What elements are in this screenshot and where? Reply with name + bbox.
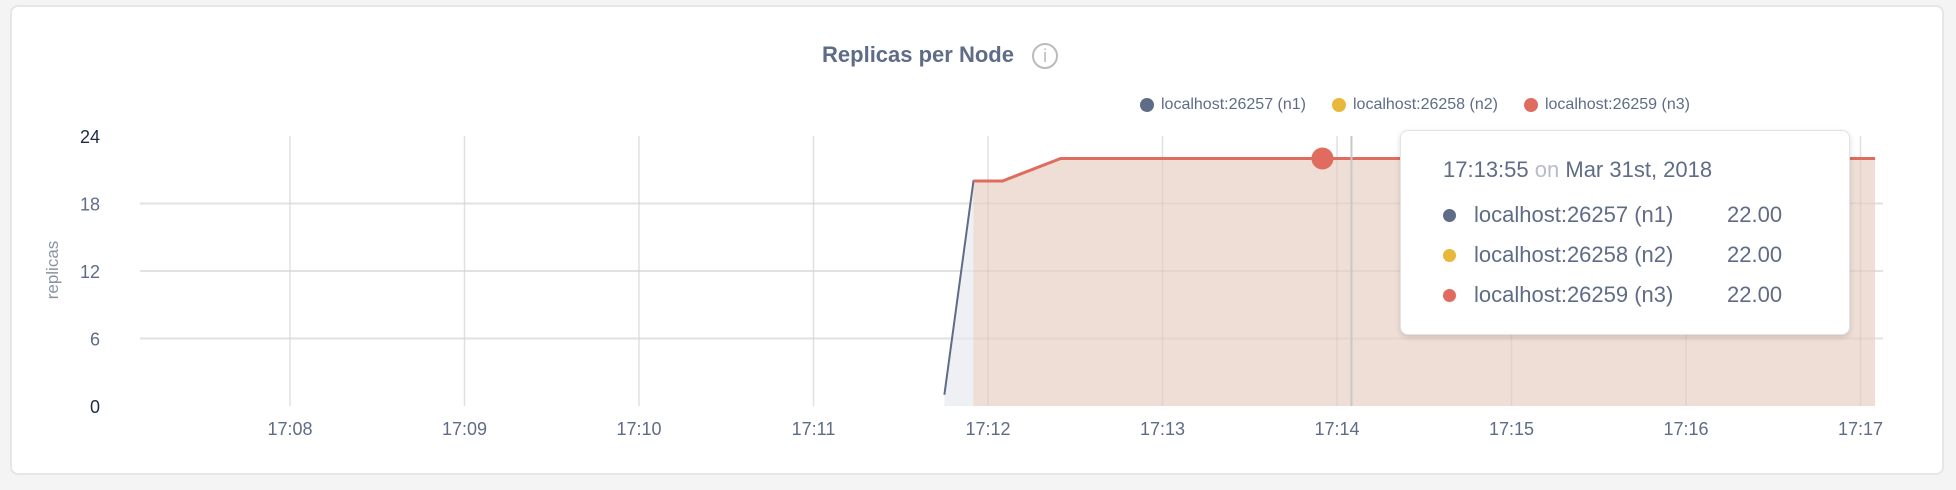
chart-title-text: Replicas per Node xyxy=(822,42,1014,67)
series-dot xyxy=(1443,288,1456,302)
y-tick-label: 18 xyxy=(80,195,100,215)
tooltip-on: on xyxy=(1534,157,1560,182)
series-dot xyxy=(1443,248,1456,262)
y-tick-label: 6 xyxy=(90,330,100,350)
x-tick-label: 17:17 xyxy=(1838,419,1883,439)
tooltip-row: localhost:26258 (n2) 22.00 xyxy=(1443,235,1849,275)
y-tick-label: 12 xyxy=(80,262,100,282)
legend-dot xyxy=(1331,98,1346,112)
tooltip-series-name: localhost:26258 (n2) xyxy=(1474,242,1674,267)
y-axis-label: replicas xyxy=(43,240,62,300)
legend-item-n3[interactable]: localhost:26259 (n3) xyxy=(1523,96,1690,114)
x-tick-label: 17:16 xyxy=(1663,419,1708,439)
tooltip-series-name: localhost:26259 (n3) xyxy=(1474,282,1674,307)
tooltip-row: localhost:26257 (n1) 22.00 xyxy=(1443,195,1849,235)
tooltip-row: localhost:26259 (n3) 22.00 xyxy=(1443,275,1849,315)
chart-title: Replicas per Node i xyxy=(0,42,1880,70)
tooltip-value: 22.00 xyxy=(1727,202,1783,227)
legend: localhost:26257 (n1) localhost:26258 (n2… xyxy=(1140,96,1690,114)
series-dot xyxy=(1443,208,1456,222)
legend-item-n2[interactable]: localhost:26258 (n2) xyxy=(1331,96,1498,114)
hover-tooltip: 17:13:55 on Mar 31st, 2018 localhost:262… xyxy=(1400,130,1850,335)
tooltip-value: 22.00 xyxy=(1727,242,1783,267)
tooltip-value: 22.00 xyxy=(1727,282,1783,307)
legend-dot xyxy=(1140,98,1154,112)
hover-marker xyxy=(1311,147,1334,170)
tooltip-time: 17:13:55 xyxy=(1443,157,1529,182)
x-tick-label: 17:08 xyxy=(267,419,312,439)
legend-label: localhost:26257 (n1) xyxy=(1161,96,1306,113)
x-tick-label: 17:12 xyxy=(965,419,1010,439)
legend-label: localhost:26259 (n3) xyxy=(1544,96,1690,113)
x-tick-label: 17:15 xyxy=(1489,419,1534,439)
x-tick-label: 17:14 xyxy=(1314,419,1359,439)
y-tick-label: 0 xyxy=(90,397,100,417)
tooltip-series-name: localhost:26257 (n1) xyxy=(1474,202,1674,227)
tooltip-header: 17:13:55 on Mar 31st, 2018 xyxy=(1443,157,1849,183)
tooltip-date: Mar 31st, 2018 xyxy=(1565,157,1713,182)
legend-dot xyxy=(1523,98,1538,112)
x-tick-label: 17:09 xyxy=(442,419,487,439)
legend-item-n1[interactable]: localhost:26257 (n1) xyxy=(1140,96,1306,114)
info-icon[interactable]: i xyxy=(1031,43,1058,70)
x-tick-label: 17:13 xyxy=(1140,419,1185,439)
x-tick-label: 17:11 xyxy=(792,419,836,439)
legend-label: localhost:26258 (n2) xyxy=(1352,96,1498,113)
x-tick-label: 17:10 xyxy=(616,419,661,439)
y-tick-label: 24 xyxy=(80,127,100,147)
